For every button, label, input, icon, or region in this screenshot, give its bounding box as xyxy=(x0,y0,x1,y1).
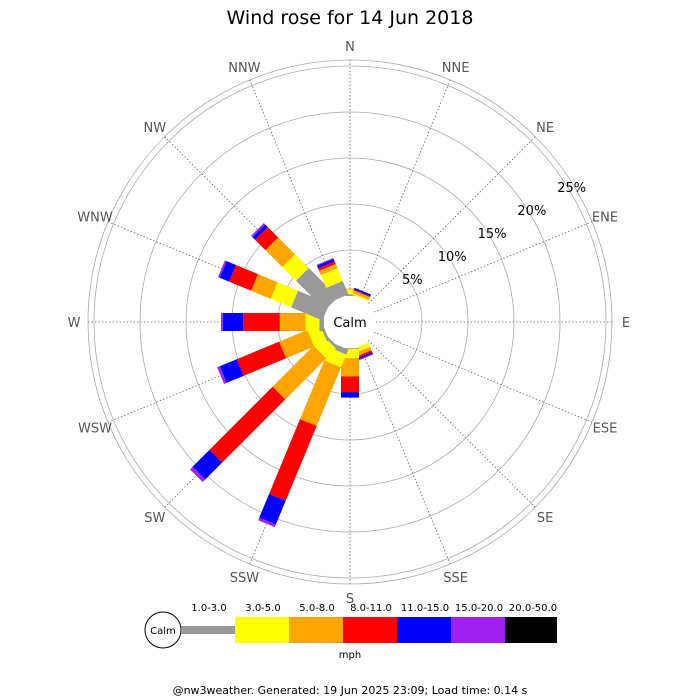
direction-label-SW: SW xyxy=(144,511,165,526)
spoke-SE xyxy=(368,340,536,508)
direction-label-NNE: NNE xyxy=(442,61,470,76)
direction-label-SSE: SSE xyxy=(443,571,468,586)
bar-SW-11.0-15.0 xyxy=(192,449,223,480)
legend-label-20.0-50.0: 20.0-50.0 xyxy=(509,603,557,614)
legend-label-5.0-8.0: 5.0-8.0 xyxy=(299,603,334,614)
bar-W-5.0-8.0 xyxy=(279,313,306,331)
bar-WSW-15.0-20.0 xyxy=(217,366,227,384)
bar-NNW-15.0-20.0 xyxy=(316,257,334,266)
direction-label-NW: NW xyxy=(144,121,167,136)
bar-WNW-1.0-3.0 xyxy=(291,290,330,321)
direction-label-S: S xyxy=(346,592,354,607)
spoke-ESE xyxy=(373,331,593,423)
wind-bars xyxy=(189,223,374,528)
bar-SSE-8.0-11.0 xyxy=(354,350,373,359)
bar-WSW-8.0-11.0 xyxy=(236,341,287,376)
bar-NNE-3.0-5.0 xyxy=(351,292,369,302)
direction-labels: N NNE NE ENE E ESE SE SSE S SSW SW WSW W WNW NW NNW xyxy=(68,40,631,607)
bar-WNW-11.0-15.0 xyxy=(219,261,236,282)
ring-25% xyxy=(93,65,607,579)
bar-SSW-11.0-15.0 xyxy=(259,493,286,525)
bar-NNE-5.0-8.0 xyxy=(352,290,371,300)
legend-swatch-8.0-11.0 xyxy=(343,617,397,643)
chart-title: Wind rose for 14 Jun 2018 xyxy=(227,7,474,29)
bar-SSW-5.0-8.0 xyxy=(300,360,341,426)
bar-W-8.0-11.0 xyxy=(243,313,280,331)
bar-SW-5.0-8.0 xyxy=(272,345,327,400)
percent-labels: 5% 10% 15% 20% 25% xyxy=(402,181,586,288)
direction-label-E: E xyxy=(622,316,630,331)
bar-WNW-3.0-5.0 xyxy=(270,282,298,308)
legend-swatch-11.0-15.0 xyxy=(397,617,451,643)
bar-NW-3.0-5.0 xyxy=(282,254,309,281)
bar-S-11.0-15.0 xyxy=(341,392,359,398)
bar-WNW-15.0-20.0 xyxy=(217,260,227,278)
legend-swatch-3.0-5.0 xyxy=(235,617,289,643)
bar-NNE-8.0-11.0 xyxy=(353,289,371,298)
ring-20% xyxy=(139,111,561,533)
bar-SW-15.0-20.0 xyxy=(189,466,206,483)
bar-NW-15.0-20.0 xyxy=(251,223,266,238)
legend-label-15.0-20.0: 15.0-20.0 xyxy=(455,603,503,614)
bar-WNW-8.0-11.0 xyxy=(229,265,259,291)
legend-calm-label: Calm xyxy=(150,626,176,637)
legend-swatch-5.0-8.0 xyxy=(289,617,343,643)
bar-WSW-5.0-8.0 xyxy=(279,329,315,359)
direction-label-WSW: WSW xyxy=(78,422,112,437)
legend-units: mph xyxy=(339,650,361,661)
percent-label-15%: 15% xyxy=(478,227,507,242)
bar-SSW-15.0-20.0 xyxy=(258,517,276,528)
percent-label-20%: 20% xyxy=(517,204,546,219)
bar-NW-8.0-11.0 xyxy=(254,226,279,251)
direction-label-NE: NE xyxy=(536,121,554,136)
bar-W-11.0-15.0 xyxy=(222,313,244,331)
speed-legend: Calm 1.0-3.0 3.0-5.0 5.0-8.0 8.0-11.0 11.0-15… xyxy=(144,603,557,661)
legend-swatch-1.0-3.0 xyxy=(181,626,235,634)
footer-text: @nw3weather. Generated: 19 Jun 2025 23:0… xyxy=(173,684,528,697)
direction-label-ESE: ESE xyxy=(593,422,618,437)
bar-NW-11.0-15.0 xyxy=(252,224,268,240)
spoke-SSE xyxy=(359,345,451,565)
bar-SSW-8.0-11.0 xyxy=(269,419,317,501)
bar-W-15.0-20.0 xyxy=(220,313,223,331)
calm-center: Calm xyxy=(324,296,376,348)
bar-SW-8.0-11.0 xyxy=(209,386,286,463)
bar-NW-1.0-3.0 xyxy=(295,267,338,310)
legend-label-8.0-11.0: 8.0-11.0 xyxy=(350,603,392,614)
bar-WSW-11.0-15.0 xyxy=(219,359,244,383)
legend-label-11.0-15.0: 11.0-15.0 xyxy=(401,603,449,614)
bar-NNW-5.0-8.0 xyxy=(319,263,338,276)
legend-label-1.0-3.0: 1.0-3.0 xyxy=(191,603,226,614)
bar-NNW-8.0-11.0 xyxy=(318,261,336,271)
direction-label-N: N xyxy=(345,40,355,55)
percent-label-5%: 5% xyxy=(402,273,423,288)
spoke-NNE xyxy=(359,79,451,299)
legend-label-3.0-5.0: 3.0-5.0 xyxy=(245,603,280,614)
bar-SSE-15.0-20.0 xyxy=(356,353,374,362)
bar-WNW-5.0-8.0 xyxy=(251,274,278,299)
percent-label-25%: 25% xyxy=(557,181,586,196)
bar-S-8.0-11.0 xyxy=(341,376,359,393)
direction-label-WNW: WNW xyxy=(77,210,113,225)
bar-SSE-11.0-15.0 xyxy=(355,351,373,361)
direction-label-W: W xyxy=(68,316,81,331)
legend-swatch-20.0-50.0 xyxy=(505,617,557,643)
calm-label: Calm xyxy=(333,316,366,331)
bar-NW-5.0-8.0 xyxy=(265,237,296,268)
direction-label-SSW: SSW xyxy=(230,571,260,586)
bar-NNW-1.0-3.0 xyxy=(326,280,349,302)
direction-label-ENE: ENE xyxy=(592,210,618,225)
direction-label-NNW: NNW xyxy=(228,61,260,76)
bar-NNW-11.0-15.0 xyxy=(316,258,335,269)
bar-S-5.0-8.0 xyxy=(341,358,359,377)
bar-NNW-3.0-5.0 xyxy=(320,268,343,288)
bar-NNE-11.0-15.0 xyxy=(353,287,372,297)
direction-label-SE: SE xyxy=(537,511,553,526)
spoke-NE xyxy=(368,136,536,304)
percent-label-10%: 10% xyxy=(438,250,467,265)
spoke-ENE xyxy=(373,221,593,313)
legend-swatch-15.0-20.0 xyxy=(451,617,505,643)
